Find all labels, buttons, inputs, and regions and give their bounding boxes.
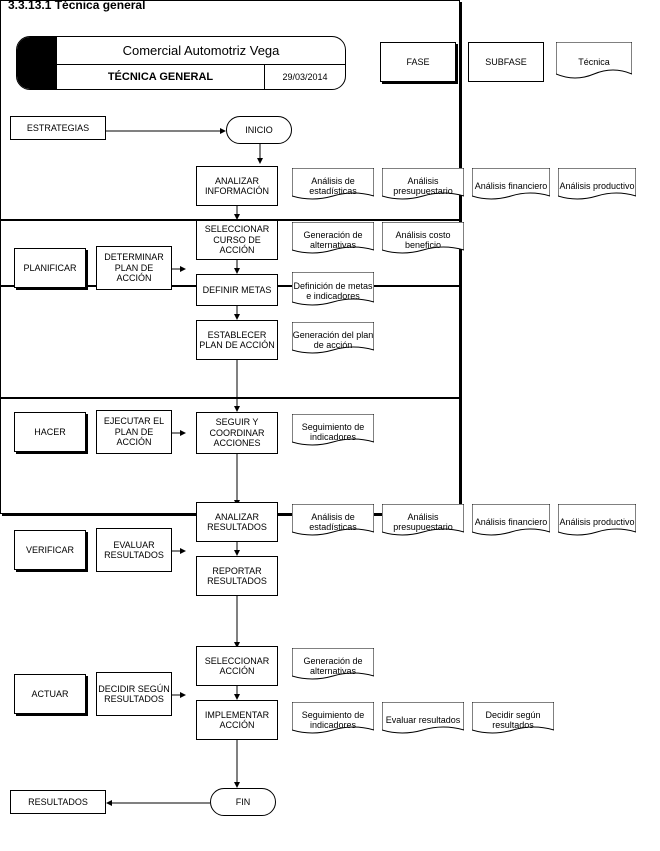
section-title: 3.3.13.1 Técnica general	[8, 0, 308, 14]
tec-label: Análisis productivo	[559, 181, 634, 191]
arrow-c2-c3	[233, 454, 241, 506]
tec-label: Análisis costo beneficio	[382, 230, 464, 251]
step-implementar-accion: IMPLEMENTAR ACCIÓN	[196, 700, 278, 740]
arrow-c1-c2	[233, 360, 241, 412]
step-seguir-coordinar: SEGUIR Y COORDINAR ACCIONES	[196, 412, 278, 454]
arrow-c4-fin	[233, 740, 241, 788]
tec-label: Análisis financiero	[475, 181, 548, 191]
arrow-a-s1	[233, 686, 241, 700]
step-establecer-plan: ESTABLECER PLAN DE ACCIÓN	[196, 320, 278, 360]
tec-p-r1-3: Análisis productivo	[558, 168, 636, 204]
arrow-v-s1	[233, 542, 241, 556]
tec-v-1: Análisis presupuestario	[382, 504, 464, 540]
header-date: 29/03/2014	[265, 65, 345, 89]
fin-terminator: FIN	[210, 788, 276, 816]
tec-label: Análisis presupuestario	[382, 176, 464, 197]
tec-p-r1-1: Análisis presupuestario	[382, 168, 464, 204]
tec-label: Evaluar resultados	[386, 715, 461, 725]
arrow-subfase1	[172, 266, 186, 272]
tec-a-r2-0: Seguimiento de indicadores	[292, 702, 374, 738]
tec-label: Análisis de estadísticas	[292, 512, 374, 533]
tec-label: Decidir según resultados	[472, 710, 554, 731]
step-analizar-info: ANALIZAR INFORMACIÓN	[196, 166, 278, 206]
legend-tecnica-label: Técnica	[578, 57, 610, 67]
resultados-box: RESULTADOS	[10, 790, 106, 814]
subfase-hacer: EJECUTAR EL PLAN DE ACCIÓN	[96, 410, 172, 454]
tec-label: Seguimiento de indicadores	[292, 710, 374, 731]
arrow-subfase3	[172, 548, 186, 554]
tec-v-2: Análisis financiero	[472, 504, 550, 540]
tec-a-r2-1: Evaluar resultados	[382, 702, 464, 738]
fase-verificar: VERIFICAR	[14, 530, 86, 570]
inicio-terminator: INICIO	[226, 116, 292, 144]
tec-p-r4-0: Generación del plan de acción	[292, 322, 374, 358]
tec-p-r1-2: Análisis financiero	[472, 168, 550, 204]
arrow-c3-c4	[233, 596, 241, 648]
header-company: Comercial Automotriz Vega	[57, 37, 345, 65]
header-black-tab	[17, 37, 57, 89]
tec-h-0: Seguimiento de indicadores	[292, 414, 374, 450]
tec-label: Generación del plan de acción	[292, 330, 374, 351]
tec-v-3: Análisis productivo	[558, 504, 636, 540]
step-reportar-resultados: REPORTAR RESULTADOS	[196, 556, 278, 596]
arrow-p-s2	[233, 260, 241, 274]
tec-label: Seguimiento de indicadores	[292, 422, 374, 443]
tec-p-r2-0: Generación de alternativas	[292, 222, 374, 258]
fase-actuar: ACTUAR	[14, 674, 86, 714]
tec-p-r3-0: Definición de metas e indicadores	[292, 272, 374, 310]
fase-hacer: HACER	[14, 412, 86, 452]
tec-v-0: Análisis de estadísticas	[292, 504, 374, 540]
arrow-subfase4	[172, 692, 186, 698]
tec-label: Definición de metas e indicadores	[292, 281, 374, 302]
subfase-planificar: DETERMINAR PLAN DE ACCIÓN	[96, 246, 172, 290]
legend-fase: FASE	[380, 42, 456, 82]
header-box: Comercial Automotriz Vega TÉCNICA GENERA…	[16, 36, 346, 90]
tec-a-r2-2: Decidir según resultados	[472, 702, 554, 738]
tec-p-r2-1: Análisis costo beneficio	[382, 222, 464, 258]
tec-label: Análisis productivo	[559, 517, 634, 527]
arrow-fin-resultados	[106, 800, 210, 806]
arrow-subfase2	[172, 430, 186, 436]
subfase-actuar: DECIDIR SEGÚN RESULTADOS	[96, 672, 172, 716]
tec-a-r1-0: Generación de alternativas	[292, 648, 374, 684]
subfase-verificar: EVALUAR RESULTADOS	[96, 528, 172, 572]
arrow-estrategias-inicio	[106, 128, 226, 134]
step-seleccionar-curso: SELECCIONAR CURSO DE ACCIÓN	[196, 220, 278, 260]
step-seleccionar-accion: SELECCIONAR ACCIÓN	[196, 646, 278, 686]
tec-label: Análisis de estadísticas	[292, 176, 374, 197]
arrow-p-s1	[233, 206, 241, 220]
tec-label: Análisis presupuestario	[382, 512, 464, 533]
header-title: TÉCNICA GENERAL	[57, 65, 265, 89]
estrategias-box: ESTRATEGIAS	[10, 116, 106, 140]
tec-p-r1-0: Análisis de estadísticas	[292, 168, 374, 204]
tec-label: Generación de alternativas	[292, 656, 374, 677]
tec-label: Generación de alternativas	[292, 230, 374, 251]
step-analizar-resultados: ANALIZAR RESULTADOS	[196, 502, 278, 542]
legend-tecnica: Técnica	[556, 42, 632, 82]
arrow-p-s3	[233, 306, 241, 320]
step-definir-metas: DEFINIR METAS	[196, 274, 278, 306]
fase-planificar: PLANIFICAR	[14, 248, 86, 288]
arrow-inicio-down	[256, 144, 264, 164]
tec-label: Análisis financiero	[475, 517, 548, 527]
legend-subfase: SUBFASE	[468, 42, 544, 82]
